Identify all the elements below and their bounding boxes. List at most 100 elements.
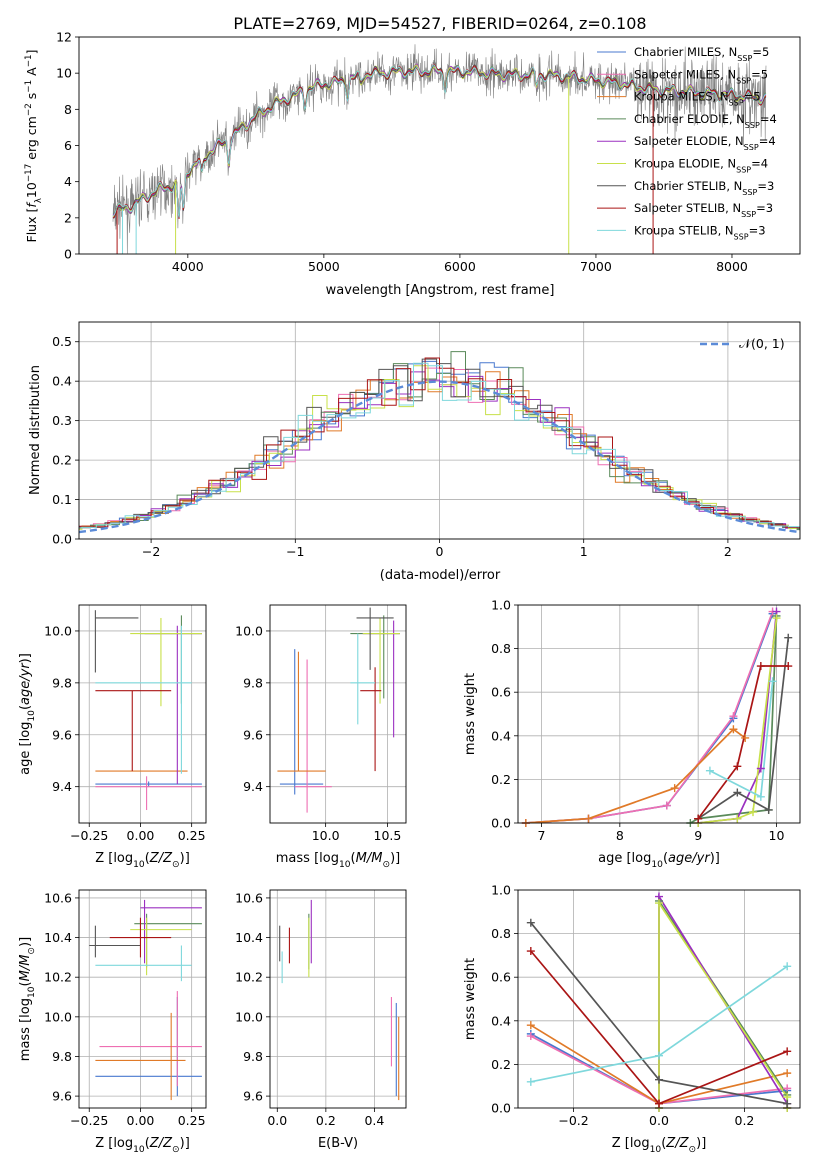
x-tick-label: −2 bbox=[142, 544, 160, 559]
legend-entry: Chabrier ELODIE, NSSP=4 bbox=[634, 112, 777, 129]
y-tick-label: 0.4 bbox=[491, 1013, 511, 1028]
series-marker-chabrier_stelib bbox=[764, 805, 773, 814]
y-tick-label: 1.0 bbox=[491, 598, 511, 613]
x-tick-label: 5000 bbox=[308, 259, 340, 274]
x-tick-label: −0.25 bbox=[70, 828, 108, 843]
y-axis-label: age [log10(age/yr)] bbox=[18, 653, 37, 775]
series-line-kroupa_elodie bbox=[698, 617, 778, 823]
series-marker-kroupa_miles bbox=[729, 725, 738, 734]
plot-area bbox=[518, 605, 800, 823]
axes-frame bbox=[78, 889, 207, 1109]
panel-residuals: −2 −1 0 1 2 0.0 0.1 0.2 0.3 0.4 0.5 𝒩(0, 1) (data-mo… bbox=[28, 321, 801, 583]
legend-entry: Salpeter MILES, NSSP=5 bbox=[634, 67, 768, 85]
axes-frame bbox=[269, 889, 407, 1109]
y-tick-label: 9.6 bbox=[52, 1089, 72, 1104]
spectrum-model-kroupa_stelib bbox=[112, 64, 767, 218]
series-marker-salpeter_stelib bbox=[526, 947, 535, 956]
x-tick-label: 0.00 bbox=[127, 828, 155, 843]
y-tick-label: 10.6 bbox=[235, 890, 263, 905]
series-marker-chabrier_stelib bbox=[733, 788, 742, 797]
y-axis-label: mass [log10(M/M⊙)] bbox=[18, 937, 37, 1061]
series-marker-salpeter_miles bbox=[526, 1032, 535, 1041]
y-tick-label: 0.8 bbox=[491, 641, 511, 656]
y-tick-label: 0.4 bbox=[52, 374, 72, 389]
x-tick-label: 7 bbox=[538, 828, 546, 843]
x-tick-label: 10 bbox=[769, 828, 785, 843]
series-marker-kroupa_elodie bbox=[749, 808, 757, 817]
y-tick-label: 9.4 bbox=[243, 779, 263, 794]
series-marker-chabrier_stelib bbox=[784, 633, 793, 642]
x-tick-label: 1 bbox=[580, 544, 588, 559]
y-tick-label: 0.8 bbox=[491, 926, 511, 941]
y-tick-label: 9.6 bbox=[243, 727, 263, 742]
series-marker-chabrier_stelib bbox=[655, 1075, 663, 1084]
x-tick-label: 8000 bbox=[716, 259, 748, 274]
y-axis-label: mass weight bbox=[463, 673, 478, 755]
panel-weight_vs_age: 7 8 9 10 0.0 0.2 0.4 0.6 0.8 1.0 age [log10(age/yr… bbox=[463, 598, 801, 870]
axes-frame bbox=[517, 604, 801, 824]
x-tick-label: 0.25 bbox=[178, 1113, 206, 1128]
x-tick-label: 0.4 bbox=[364, 1113, 384, 1128]
legend-entry: Kroupa ELODIE, NSSP=4 bbox=[634, 157, 768, 175]
y-axis-label: mass weight bbox=[463, 958, 478, 1040]
y-tick-label: 0.0 bbox=[491, 816, 511, 831]
x-tick-label: 7000 bbox=[580, 259, 612, 274]
y-tick-label: 8 bbox=[64, 102, 72, 117]
series-line-chabrier_stelib bbox=[697, 637, 790, 820]
spectrum-model-salpeter_elodie bbox=[112, 63, 767, 215]
series-marker-kroupa_miles bbox=[526, 1021, 535, 1030]
y-tick-label: 9.8 bbox=[52, 675, 72, 690]
series-line-salpeter_stelib bbox=[697, 665, 789, 820]
series-marker-kroupa_miles bbox=[670, 784, 679, 793]
series-marker-kroupa_stelib bbox=[768, 677, 777, 686]
axes-frame bbox=[78, 36, 801, 255]
y-tick-label: 9.8 bbox=[243, 1049, 263, 1064]
x-tick-label: 4000 bbox=[172, 259, 204, 274]
x-tick-label: −0.25 bbox=[70, 1113, 108, 1128]
axes-frame bbox=[78, 604, 207, 824]
legend-entry: 𝒩(0, 1) bbox=[739, 336, 785, 351]
series-marker-salpeter_miles bbox=[662, 801, 671, 810]
series-marker-salpeter_stelib bbox=[733, 762, 742, 771]
y-tick-label: 10.2 bbox=[235, 970, 263, 985]
x-axis-label: Z [log10(Z/Z⊙)] bbox=[612, 1136, 707, 1155]
y-tick-label: 10.2 bbox=[44, 970, 72, 985]
y-tick-label: 0.1 bbox=[52, 492, 72, 507]
series-marker-salpeter_elodie bbox=[756, 764, 765, 773]
x-axis-label: E(B-V) bbox=[318, 1136, 358, 1151]
axes-frame bbox=[269, 604, 407, 824]
legend-entry: Kroupa STELIB, NSSP=3 bbox=[634, 223, 766, 241]
legend-entry: Salpeter ELODIE, NSSP=4 bbox=[634, 134, 776, 152]
y-tick-label: 9.8 bbox=[243, 675, 263, 690]
series-marker-kroupa_stelib bbox=[783, 962, 792, 971]
legend-entry: Salpeter STELIB, NSSP=3 bbox=[634, 201, 773, 219]
x-tick-label: 0 bbox=[436, 544, 444, 559]
y-tick-label: 10.0 bbox=[235, 623, 263, 638]
series-line-salpeter_miles bbox=[525, 611, 774, 823]
y-tick-label: 0.2 bbox=[52, 453, 72, 468]
y-tick-label: 10.4 bbox=[44, 930, 72, 945]
panel-mass_vs_Z: −0.25 0.00 0.25 9.6 9.8 10.0 10.2 10.4 10.6 Z [lo… bbox=[18, 889, 207, 1155]
y-tick-label: 6 bbox=[64, 138, 72, 153]
y-tick-label: 0 bbox=[64, 247, 72, 262]
spectrum-data-line bbox=[112, 44, 767, 254]
series-marker-kroupa_miles bbox=[741, 733, 750, 742]
y-tick-label: 12 bbox=[56, 30, 72, 45]
y-tick-label: 0.4 bbox=[491, 728, 511, 743]
y-axis-label: Flux [fλ10−17 erg cm−2 s−1 A−1] bbox=[24, 50, 44, 243]
y-tick-label: 10.6 bbox=[44, 890, 72, 905]
series-marker-kroupa_miles bbox=[783, 1069, 792, 1078]
series-marker-chabrier_stelib bbox=[783, 1099, 792, 1108]
y-tick-label: 0.0 bbox=[491, 1101, 511, 1116]
x-tick-label: 0.25 bbox=[178, 828, 206, 843]
x-tick-label: 0.0 bbox=[267, 1113, 287, 1128]
y-tick-label: 0.5 bbox=[52, 334, 72, 349]
x-tick-label: −1 bbox=[286, 544, 304, 559]
x-tick-label: 2 bbox=[724, 544, 732, 559]
plot-area bbox=[270, 605, 406, 823]
histogram-kroupa_stelib bbox=[79, 362, 800, 529]
series-line-salpeter_elodie bbox=[658, 893, 789, 1108]
plot-area bbox=[112, 44, 767, 254]
x-tick-label: 9 bbox=[694, 828, 702, 843]
